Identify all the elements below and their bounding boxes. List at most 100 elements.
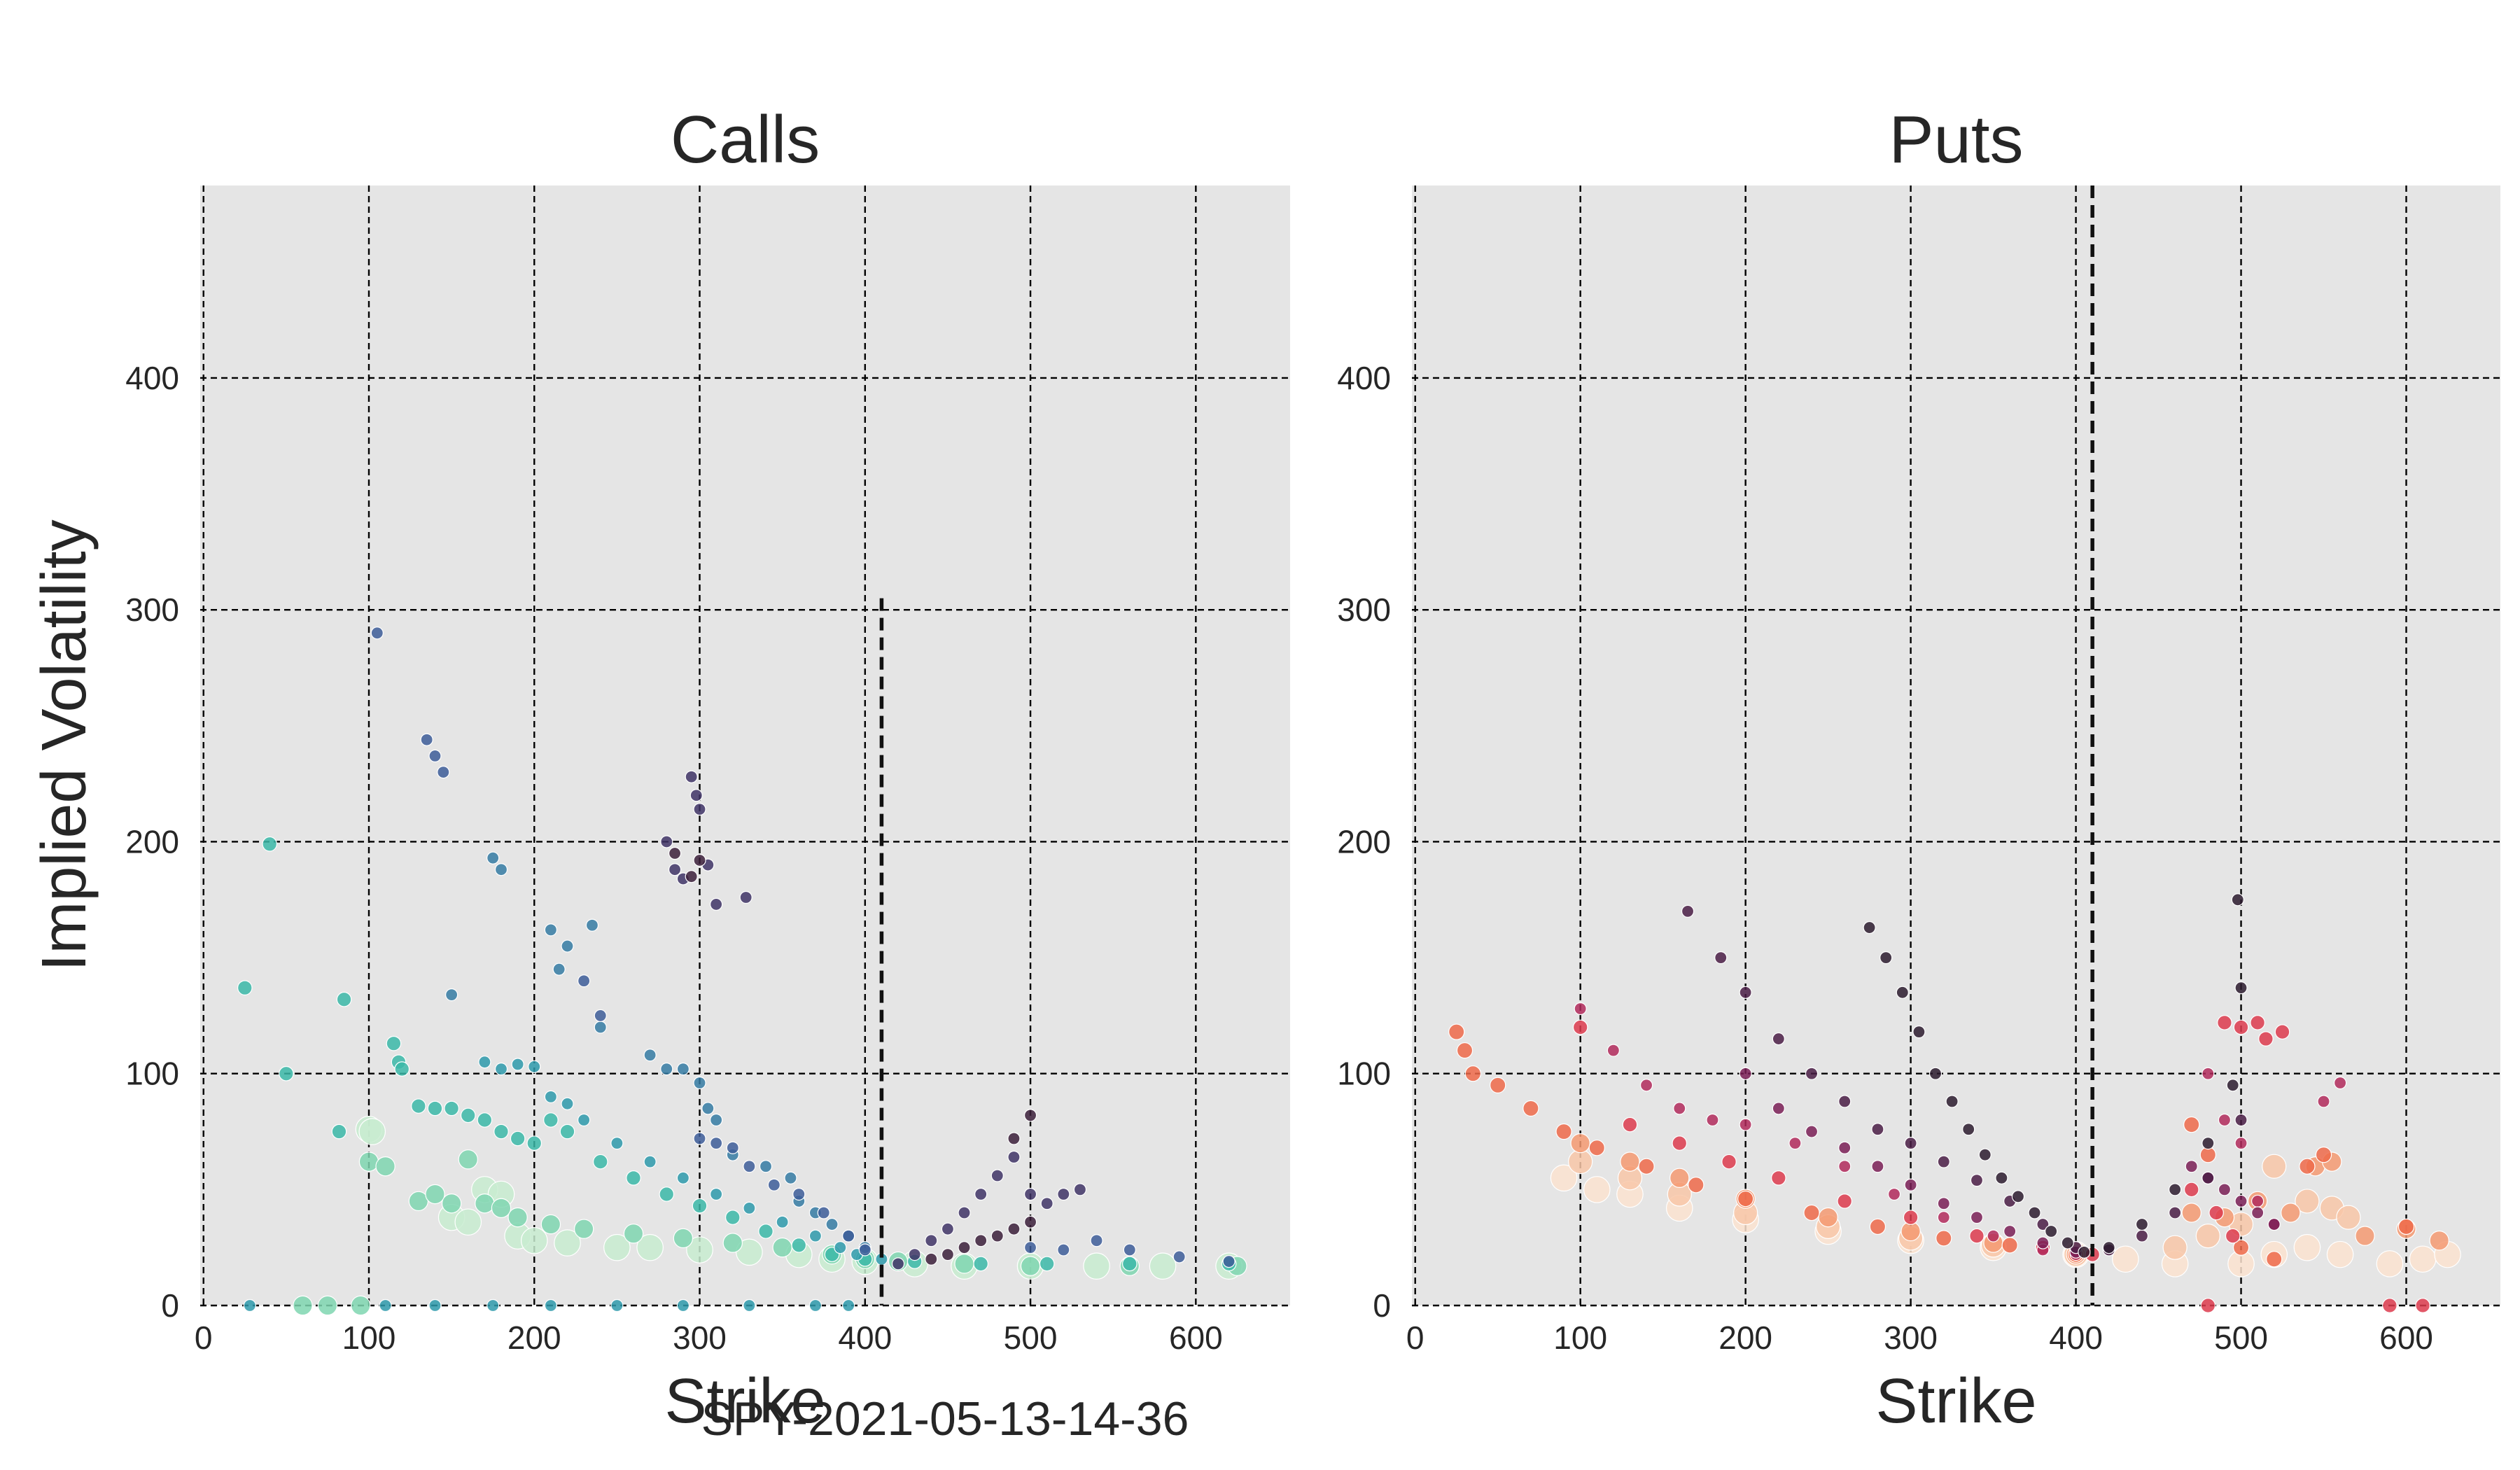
panel-puts: 0 100 200 300 400 500 600 0 100 200 300 400 Puts Stri… xyxy=(1337,102,2500,1436)
data-point xyxy=(1706,1113,1719,1127)
data-point xyxy=(1995,1171,2008,1184)
chart-title: Calls xyxy=(671,102,820,177)
data-point xyxy=(2281,1203,2301,1223)
data-point xyxy=(1057,1187,1070,1201)
data-point xyxy=(2376,1250,2404,1278)
data-point xyxy=(358,1118,386,1145)
data-point xyxy=(375,1156,396,1177)
data-point xyxy=(710,897,723,911)
data-point xyxy=(673,1228,694,1249)
data-point xyxy=(520,1226,548,1254)
data-point xyxy=(370,626,384,640)
data-point xyxy=(486,851,500,864)
data-point xyxy=(660,835,673,848)
data-point xyxy=(441,1194,462,1214)
x-axis-label: Strike xyxy=(1875,1366,2036,1436)
data-point xyxy=(2336,1205,2361,1230)
data-point xyxy=(2217,1015,2232,1030)
data-point xyxy=(1772,1032,1785,1046)
data-point xyxy=(1606,1044,1620,1057)
data-point xyxy=(594,1021,607,1034)
data-point xyxy=(350,1295,371,1316)
data-point xyxy=(1057,1243,1070,1256)
data-point xyxy=(475,1194,495,1214)
data-point xyxy=(444,1100,459,1116)
data-point xyxy=(411,1098,426,1114)
data-point xyxy=(1620,1152,1640,1172)
data-point xyxy=(1737,1190,1754,1208)
y-tick-label: 100 xyxy=(1337,1056,1391,1092)
data-point xyxy=(1838,1095,1851,1108)
data-point xyxy=(776,1215,789,1228)
data-point xyxy=(2266,1251,2283,1268)
data-point xyxy=(428,749,442,763)
data-point xyxy=(454,1208,482,1236)
data-point xyxy=(724,1210,741,1225)
data-point xyxy=(1040,1197,1054,1210)
data-point xyxy=(2250,1015,2265,1030)
data-point xyxy=(420,733,433,746)
data-point xyxy=(460,1107,476,1124)
y-tick-label: 100 xyxy=(125,1056,179,1092)
data-point xyxy=(578,1113,591,1127)
data-point xyxy=(2226,1079,2239,1092)
data-point xyxy=(2267,1217,2281,1231)
data-point xyxy=(791,1238,807,1253)
data-point xyxy=(858,1243,872,1256)
data-point xyxy=(792,1187,806,1201)
data-point xyxy=(743,1298,756,1312)
data-point xyxy=(540,1214,561,1235)
data-point xyxy=(626,1170,641,1186)
data-point xyxy=(2185,1160,2198,1173)
data-point xyxy=(685,770,698,783)
data-point xyxy=(2317,1095,2330,1108)
data-point xyxy=(493,1124,509,1140)
data-point xyxy=(1007,1222,1021,1236)
data-point xyxy=(2078,1245,2091,1259)
data-point xyxy=(1456,1042,1474,1059)
data-point xyxy=(1572,1019,1588,1035)
data-point xyxy=(2398,1218,2415,1236)
data-point xyxy=(1574,1002,1587,1016)
chart-title: Puts xyxy=(1889,102,2023,177)
data-point xyxy=(554,1229,581,1256)
data-point xyxy=(543,1112,559,1128)
data-point xyxy=(2334,1076,2347,1090)
data-point xyxy=(336,991,352,1007)
data-point xyxy=(784,1171,797,1184)
data-point xyxy=(739,890,752,904)
data-point xyxy=(1970,1211,1984,1224)
data-point xyxy=(1871,1123,1884,1136)
data-point xyxy=(478,1056,491,1069)
data-point xyxy=(1090,1234,1103,1247)
x-tick-label: 100 xyxy=(1553,1320,1607,1356)
data-point xyxy=(668,863,682,876)
data-point xyxy=(2003,1224,2017,1238)
data-point xyxy=(2233,1019,2249,1035)
data-point xyxy=(2011,1190,2025,1203)
data-point xyxy=(1555,1123,1572,1140)
data-point xyxy=(1670,1168,1690,1189)
y-tick-label: 400 xyxy=(1337,360,1391,396)
data-point xyxy=(693,1132,706,1145)
data-point xyxy=(726,1141,739,1154)
data-point xyxy=(941,1222,955,1236)
data-point xyxy=(1172,1250,1186,1264)
data-point xyxy=(693,1076,706,1090)
data-point xyxy=(1863,920,1876,934)
data-point xyxy=(974,1234,988,1247)
data-point xyxy=(1023,1109,1037,1122)
panel-calls: 0 100 200 300 400 500 600 0 100 200 300 400 Calls Str… xyxy=(29,102,1290,1436)
data-point xyxy=(891,1257,905,1270)
data-point xyxy=(2195,1224,2220,1249)
data-point xyxy=(1673,1102,1686,1115)
data-point xyxy=(2429,1231,2449,1251)
data-point xyxy=(686,1236,713,1264)
data-point xyxy=(2274,1024,2290,1040)
data-point xyxy=(1837,1194,1853,1209)
data-point xyxy=(1639,1079,1653,1092)
data-point xyxy=(2135,1217,2149,1231)
data-point xyxy=(494,863,508,876)
data-point xyxy=(1123,1243,1136,1256)
data-point xyxy=(561,1097,574,1110)
